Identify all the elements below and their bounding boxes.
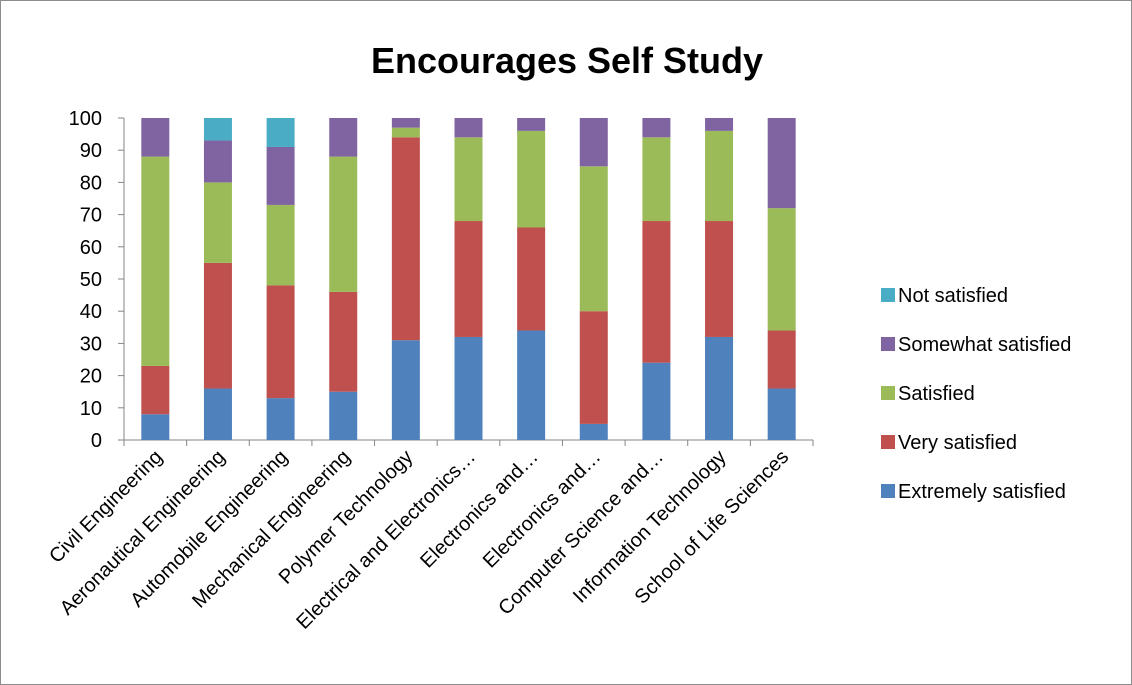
bar-segment xyxy=(141,118,170,157)
y-tick-label: 60 xyxy=(80,237,102,259)
bar-segment xyxy=(203,182,232,263)
legend-label: Very satisfied xyxy=(898,432,1017,454)
bar-segment xyxy=(454,137,483,222)
bar-segment xyxy=(705,336,734,440)
bar-segment xyxy=(767,388,796,440)
legend-swatch xyxy=(881,288,895,302)
bar-segment xyxy=(642,137,671,222)
bar-segment xyxy=(266,285,295,399)
bar-segment xyxy=(391,340,420,440)
legend-label: Satisfied xyxy=(898,383,975,405)
x-tick-label: Civil Engineering xyxy=(45,446,167,568)
bar-segment xyxy=(517,118,546,131)
legend-label: Somewhat satisfied xyxy=(898,334,1071,356)
bar-segment xyxy=(642,221,671,363)
bar-segment xyxy=(579,311,608,424)
bar-segment xyxy=(454,336,483,440)
legend-swatch xyxy=(881,386,895,400)
bar-segment xyxy=(579,166,608,312)
bar-segment xyxy=(642,362,671,440)
y-tick-label: 90 xyxy=(80,140,102,162)
bar-segment xyxy=(642,118,671,138)
y-tick-label: 20 xyxy=(80,366,102,388)
bar-segment xyxy=(329,291,358,392)
bar-segment xyxy=(705,221,734,337)
x-tick-label: Electronics and… xyxy=(416,446,542,572)
y-tick-label: 40 xyxy=(80,301,102,323)
bar-segment xyxy=(203,262,232,389)
legend: Not satisfied Somewhat satisfied Satisfied… xyxy=(881,285,1071,503)
bar-segment xyxy=(141,156,170,366)
bar-segment xyxy=(767,208,796,331)
bar-segment xyxy=(454,118,483,138)
bar-segment xyxy=(203,388,232,440)
y-tick-label: 70 xyxy=(80,205,102,227)
bar-segment xyxy=(266,118,295,147)
bar-segment xyxy=(329,391,358,440)
bar-segment xyxy=(266,398,295,440)
y-tick-label: 50 xyxy=(80,269,102,291)
legend-swatch xyxy=(881,484,895,498)
bar-segment xyxy=(141,365,170,415)
bar-segment xyxy=(517,130,546,228)
bar-segment xyxy=(266,204,295,286)
bar-segment xyxy=(705,130,734,222)
bar-segment xyxy=(203,140,232,183)
bar-segment xyxy=(767,118,796,209)
y-tick-label: 10 xyxy=(80,398,102,420)
bar-segment xyxy=(329,118,358,157)
bar-segment xyxy=(141,414,170,440)
bars xyxy=(141,118,796,440)
bar-segment xyxy=(391,127,420,138)
y-tick-label: 30 xyxy=(80,333,102,355)
bar-segment xyxy=(579,423,608,440)
y-tick-label: 0 xyxy=(91,430,102,452)
legend-label: Extremely satisfied xyxy=(898,481,1066,503)
y-tick-label: 80 xyxy=(80,172,102,194)
bar-segment xyxy=(391,118,420,128)
bar-segment xyxy=(203,118,232,141)
bar-segment xyxy=(454,221,483,337)
bar-segment xyxy=(517,330,546,440)
y-tick-label: 100 xyxy=(69,108,102,130)
y-axis: 0 10 20 30 40 50 60 70 80 90 100 xyxy=(69,108,125,452)
chart-title: Encourages Self Study xyxy=(371,40,763,81)
bar-segment xyxy=(391,137,420,341)
x-tick-label: Electronics and… xyxy=(479,446,605,572)
bar-segment xyxy=(579,118,608,167)
legend-swatch xyxy=(881,337,895,351)
bar-segment xyxy=(266,146,295,205)
legend-swatch xyxy=(881,435,895,449)
bar-segment xyxy=(517,227,546,331)
legend-label: Not satisfied xyxy=(898,285,1008,307)
bar-segment xyxy=(767,330,796,389)
bar-segment xyxy=(329,156,358,292)
bar-segment xyxy=(705,118,734,131)
